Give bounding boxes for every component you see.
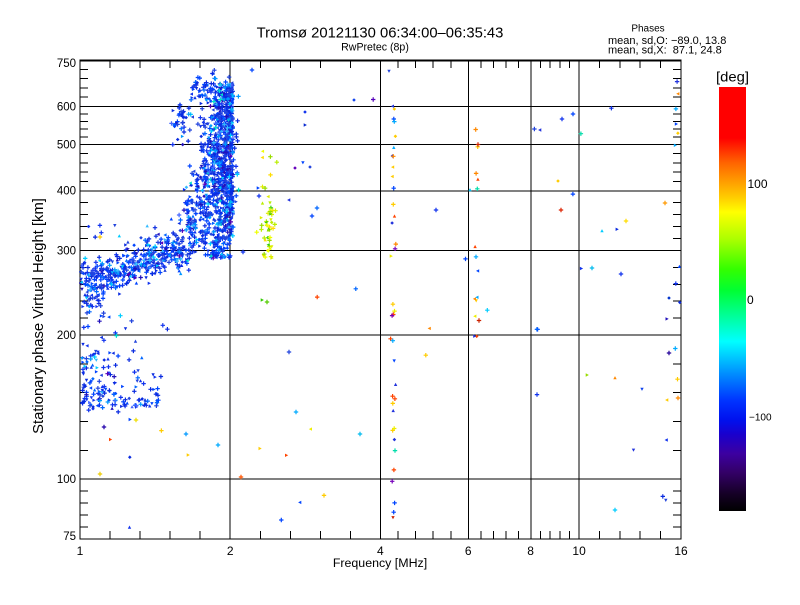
svg-text:[deg]: [deg]	[716, 69, 749, 85]
svg-text:75: 75	[63, 531, 76, 543]
svg-text:100: 100	[748, 177, 768, 191]
svg-text:6: 6	[465, 544, 472, 558]
svg-text:Tromsø 20121130 06:34:00–06:35: Tromsø 20121130 06:34:00–06:35:43	[257, 26, 504, 42]
svg-text:200: 200	[57, 330, 76, 342]
svg-text:0: 0	[747, 293, 754, 307]
svg-text:RwPretec (8p): RwPretec (8p)	[341, 42, 409, 54]
svg-text:8: 8	[527, 544, 534, 558]
svg-text:300: 300	[57, 246, 76, 258]
svg-text:600: 600	[57, 101, 76, 113]
svg-text:Frequency [MHz]: Frequency [MHz]	[333, 556, 427, 570]
svg-text:2: 2	[227, 544, 234, 558]
svg-text:10: 10	[572, 544, 586, 558]
svg-text:750: 750	[57, 58, 76, 70]
svg-text:−100: −100	[749, 413, 772, 424]
svg-text:Stationary phase Virtual Heigh: Stationary phase Virtual Height [km]	[31, 198, 47, 434]
svg-text:400: 400	[57, 186, 76, 198]
svg-text:mean, sd,X: 87.1, 24.8: mean, sd,X: 87.1, 24.8	[608, 45, 722, 57]
svg-text:4: 4	[377, 544, 384, 558]
svg-text:16: 16	[674, 544, 688, 558]
svg-text:1: 1	[77, 544, 84, 558]
svg-text:100: 100	[57, 474, 76, 486]
svg-text:mean, sd,O: −89.0, 13.8: mean, sd,O: −89.0, 13.8	[608, 35, 726, 47]
svg-text:Phases: Phases	[631, 24, 664, 35]
svg-text:500: 500	[57, 139, 76, 151]
